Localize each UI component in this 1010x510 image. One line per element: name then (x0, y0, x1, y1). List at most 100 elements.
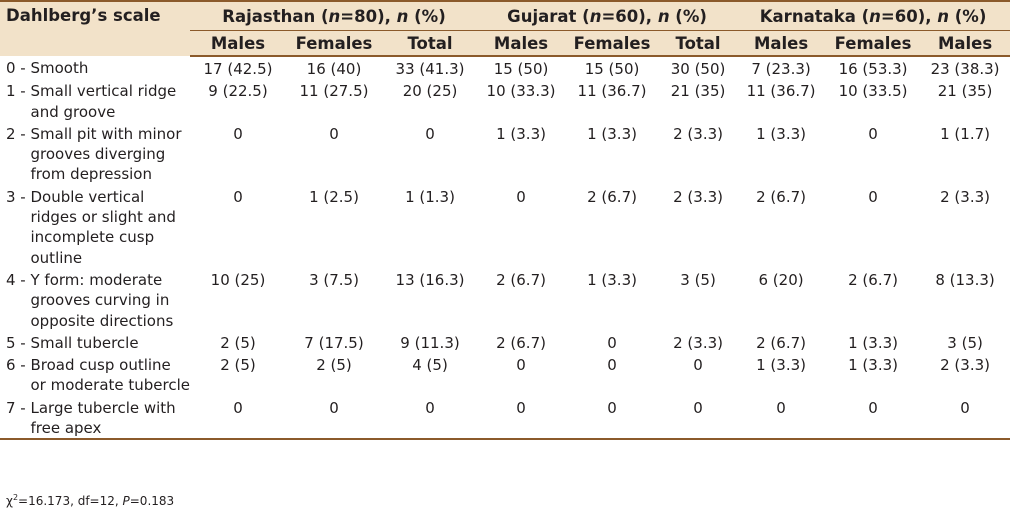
table-cell: 16 (40) (306, 60, 362, 78)
scale-description: Broad cusp outline or moderate tubercle (30, 356, 191, 395)
table-cell: 0 (382, 395, 479, 441)
scale-label-cell: 7 - Large tubercle with free apex (0, 395, 190, 441)
table-cell: 3 (5) (680, 270, 716, 289)
table-cell: 3 (5) (947, 333, 983, 352)
table-cell: 33 (41.3) (395, 60, 465, 78)
table-cell: 1 (1.3) (405, 187, 455, 206)
table-cell: 11 (36.7) (746, 82, 816, 101)
table-cell: 2 (6.7) (587, 187, 637, 206)
scale-grade: 4 - (6, 270, 31, 289)
table-cell: 1 (3.3) (756, 356, 806, 375)
subheader-cell: Males (736, 30, 827, 57)
scale-grade: 7 - (6, 398, 31, 417)
table-cell: 0 (516, 187, 526, 206)
table-row: 5 - Small tubercle 2 (5) 7 (17.5) 9 (11.3) 2… (0, 331, 1010, 353)
scale-grade: 5 - (6, 333, 31, 352)
table-cell: 9 (11.3) (400, 333, 460, 352)
scale-grade: 6 - (6, 356, 31, 375)
table-cell: 15 (50) (493, 60, 549, 78)
table-cell: 9 (22.5) (208, 82, 268, 101)
table-cell: 7 (23.3) (751, 60, 811, 78)
table-cell: 0 (826, 395, 921, 441)
table-cell: 20 (25) (402, 82, 458, 101)
header-group-rajasthan: Rajasthan (n=80), n (%) (190, 0, 479, 31)
scale-grade: 2 - (6, 124, 31, 143)
subheader-cell: Total (660, 30, 737, 57)
subheader-cell: Females (826, 30, 921, 57)
scale-label-cell: 2 - Small pit with minor grooves divergi… (0, 122, 190, 185)
table-cell: 0 (693, 356, 703, 375)
table-cell: 2 (6.7) (496, 333, 546, 352)
scale-label-cell: 3 - Double vertical ridges or slight and… (0, 185, 190, 268)
table-cell: 0 (516, 356, 526, 375)
scale-label-cell: 4 - Y form: moderate grooves curving in … (0, 268, 190, 331)
table-cell: 0 (868, 124, 878, 143)
table-cell: 1 (2.5) (309, 187, 359, 206)
table-cell: 0 (286, 395, 382, 441)
table-cell: 21 (35) (670, 82, 726, 101)
scale-grade: 0 - (6, 59, 31, 77)
table-cell: 0 (233, 124, 243, 143)
table-cell: 0 (478, 395, 565, 441)
table-cell: 0 (920, 395, 1010, 441)
scale-description: Y form: moderate grooves curving in oppo… (30, 270, 174, 330)
table-cell: 8 (13.3) (935, 270, 995, 289)
header-dahlbergs-scale: Dahlberg’s scale (0, 0, 190, 56)
footnote: χ2=16.173, df=12, P=0.183 (6, 493, 175, 508)
table-cell: 2 (5) (220, 356, 256, 375)
table-cell: 2 (3.3) (673, 333, 723, 352)
table-cell: 16 (53.3) (838, 60, 908, 78)
table-cell: 2 (6.7) (756, 333, 806, 352)
table-cell: 3 (7.5) (309, 270, 359, 289)
table-cell: 10 (33.3) (486, 82, 556, 101)
table-cell: 11 (36.7) (577, 82, 647, 101)
table-cell: 7 (17.5) (304, 333, 364, 352)
scale-description: Small pit with minor grooves diverging f… (30, 124, 182, 184)
table-cell: 0 (607, 333, 617, 352)
table-cell: 6 (20) (758, 270, 804, 289)
table-cell: 4 (5) (412, 356, 448, 375)
header-group-karnataka: Karnataka (n=60), n (%) (736, 0, 1010, 31)
table-cell: 2 (3.3) (940, 356, 990, 375)
table-cell: 1 (3.3) (756, 124, 806, 143)
scale-description: Small tubercle (30, 333, 139, 352)
table-row: 3 - Double vertical ridges or slight and… (0, 185, 1010, 268)
table-cell: 2 (3.3) (673, 187, 723, 206)
scale-grade: 1 - (6, 82, 31, 101)
header-group-gujarat: Gujarat (n=60), n (%) (478, 0, 737, 31)
table-cell: 0 (868, 187, 878, 206)
scale-description: Smooth (30, 59, 89, 77)
table-cell: 1 (1.7) (940, 124, 990, 143)
table-cell: 1 (3.3) (496, 124, 546, 143)
table-cell: 0 (233, 187, 243, 206)
scale-grade: 3 - (6, 187, 31, 206)
table-cell: 2 (6.7) (848, 270, 898, 289)
table-cell: 17 (42.5) (203, 60, 273, 78)
scale-label-cell: 6 - Broad cusp outline or moderate tuber… (0, 353, 190, 396)
table-cell: 1 (3.3) (848, 333, 898, 352)
table-cell: 23 (38.3) (930, 60, 1000, 78)
table-cell: 2 (6.7) (496, 270, 546, 289)
subheader-cell: Total (382, 30, 479, 57)
scale-label-cell: 0 - Smooth (0, 56, 190, 79)
table-cell: 1 (3.3) (587, 124, 637, 143)
table-cell: 15 (50) (584, 60, 640, 78)
table-cell: 0 (660, 395, 737, 441)
table-row: 2 - Small pit with minor grooves divergi… (0, 122, 1010, 185)
table-cell: 2 (5) (316, 356, 352, 375)
scale-description: Double vertical ridges or slight and inc… (30, 187, 176, 267)
table-row: 1 - Small vertical ridge and groove 9 (22… (0, 79, 1010, 122)
table-cell: 10 (25) (210, 270, 266, 289)
table-cell: 13 (16.3) (395, 270, 465, 289)
table-cell: 2 (5) (220, 333, 256, 352)
table-cell: 10 (33.5) (838, 82, 908, 101)
subheader-cell: Males (478, 30, 565, 57)
table-cell: 2 (3.3) (673, 124, 723, 143)
subheader-cell: Males (190, 30, 286, 57)
table-cell: 0 (425, 124, 435, 143)
table-cell: 0 (736, 395, 827, 441)
scale-description: Large tubercle with free apex (30, 398, 176, 438)
table-cell: 21 (35) (937, 82, 993, 101)
table-row: 6 - Broad cusp outline or moderate tuber… (0, 353, 1010, 396)
